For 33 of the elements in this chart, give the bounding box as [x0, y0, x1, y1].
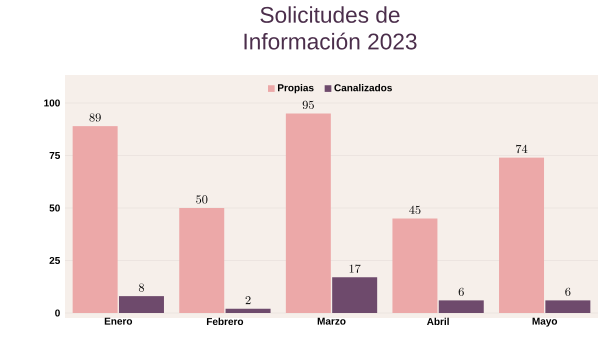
x-tick-label: Marzo: [318, 318, 346, 325]
x-tick-label: Mayo: [532, 318, 558, 327]
y-tick-label: 0: [55, 309, 60, 317]
bar: [226, 308, 271, 313]
bar: [72, 126, 118, 313]
bar: [286, 113, 331, 313]
data-label: 8: [138, 283, 144, 292]
legend-label: Propias: [278, 84, 314, 94]
legend-label: Canalizados: [334, 84, 392, 92]
bar: [392, 218, 438, 313]
bar: [438, 300, 484, 313]
chart-title: Solicitudes de Información 2023: [244, 6, 417, 50]
x-tick-label: Febrero: [206, 318, 244, 326]
y-tick-label: 75: [50, 152, 60, 159]
x-tick-label: Enero: [104, 318, 132, 325]
data-label: 6: [565, 288, 570, 296]
data-label: 50: [196, 195, 208, 204]
data-label: 6: [458, 288, 464, 296]
bar: [545, 300, 590, 313]
bar: [179, 208, 224, 313]
bar: [332, 277, 378, 313]
y-tick-label: 100: [44, 99, 60, 107]
y-tick-label: 25: [50, 256, 60, 264]
data-label: 89: [89, 113, 101, 122]
data-label: 2: [246, 296, 251, 304]
bar: [118, 296, 164, 313]
x-tick-label: Abril: [426, 318, 449, 326]
bar: [499, 158, 544, 313]
data-label: 17: [350, 264, 361, 273]
data-label: 74: [516, 144, 528, 154]
data-label: 45: [409, 206, 420, 214]
y-tick-label: 50: [49, 204, 60, 212]
data-label: 95: [302, 100, 314, 110]
